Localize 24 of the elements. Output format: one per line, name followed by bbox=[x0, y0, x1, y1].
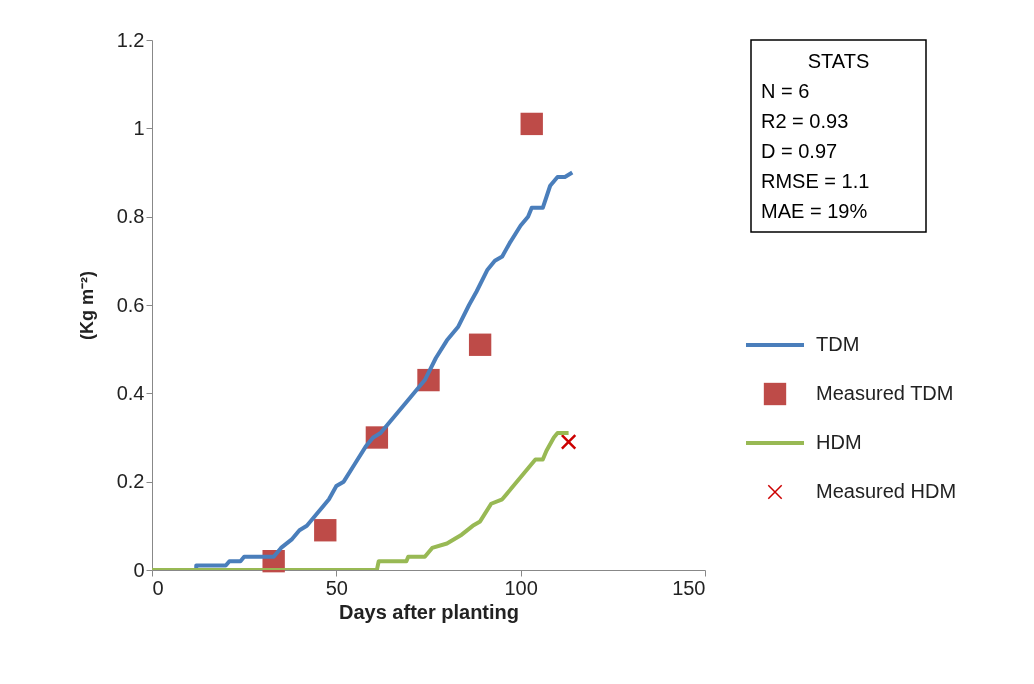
x-tick-label: 150 bbox=[672, 576, 706, 599]
y-tick-label: 0.6 bbox=[116, 293, 145, 316]
text: D = 0.97 bbox=[761, 140, 838, 162]
legend-label: HDM bbox=[816, 431, 862, 453]
x-tick-label: 0 bbox=[152, 576, 164, 599]
y-axis-title: (Kg m⁻²) bbox=[76, 271, 97, 340]
x-tick-label: 100 bbox=[504, 576, 538, 599]
text: N = 6 bbox=[761, 80, 810, 102]
y-tick-label: 0.4 bbox=[116, 381, 145, 404]
text: STATS bbox=[807, 50, 870, 72]
y-tick-label: 1.2 bbox=[116, 28, 145, 51]
text: R2 = 0.93 bbox=[761, 110, 849, 132]
text: MAE = 19% bbox=[761, 200, 868, 222]
line-series bbox=[152, 431, 571, 570]
y-tick-label: 1 bbox=[133, 116, 145, 139]
y-tick-label: 0.8 bbox=[116, 205, 145, 228]
text: RMSE = 1.1 bbox=[761, 170, 870, 192]
legend-label: Measured HDM bbox=[816, 480, 957, 502]
x-axis-title: Days after planting bbox=[338, 600, 520, 623]
y-tick-label: 0 bbox=[133, 558, 145, 581]
legend-label: Measured TDM bbox=[816, 382, 954, 404]
y-tick-label: 0.2 bbox=[116, 470, 145, 493]
legend-label: TDM bbox=[816, 333, 860, 355]
x-tick-label: 50 bbox=[325, 576, 348, 599]
